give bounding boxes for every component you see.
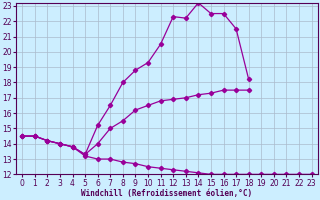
- X-axis label: Windchill (Refroidissement éolien,°C): Windchill (Refroidissement éolien,°C): [81, 189, 252, 198]
